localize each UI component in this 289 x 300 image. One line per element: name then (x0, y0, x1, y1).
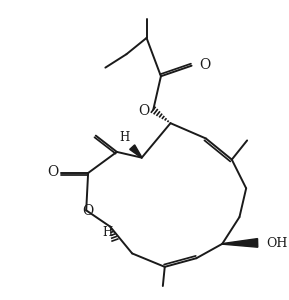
Text: OH: OH (266, 237, 288, 250)
Text: O: O (138, 104, 149, 118)
Polygon shape (130, 145, 142, 158)
Text: O: O (199, 58, 210, 72)
Text: O: O (47, 165, 58, 179)
Text: O: O (82, 204, 94, 218)
Text: H: H (103, 226, 113, 239)
Polygon shape (222, 238, 258, 247)
Text: H: H (119, 131, 130, 144)
